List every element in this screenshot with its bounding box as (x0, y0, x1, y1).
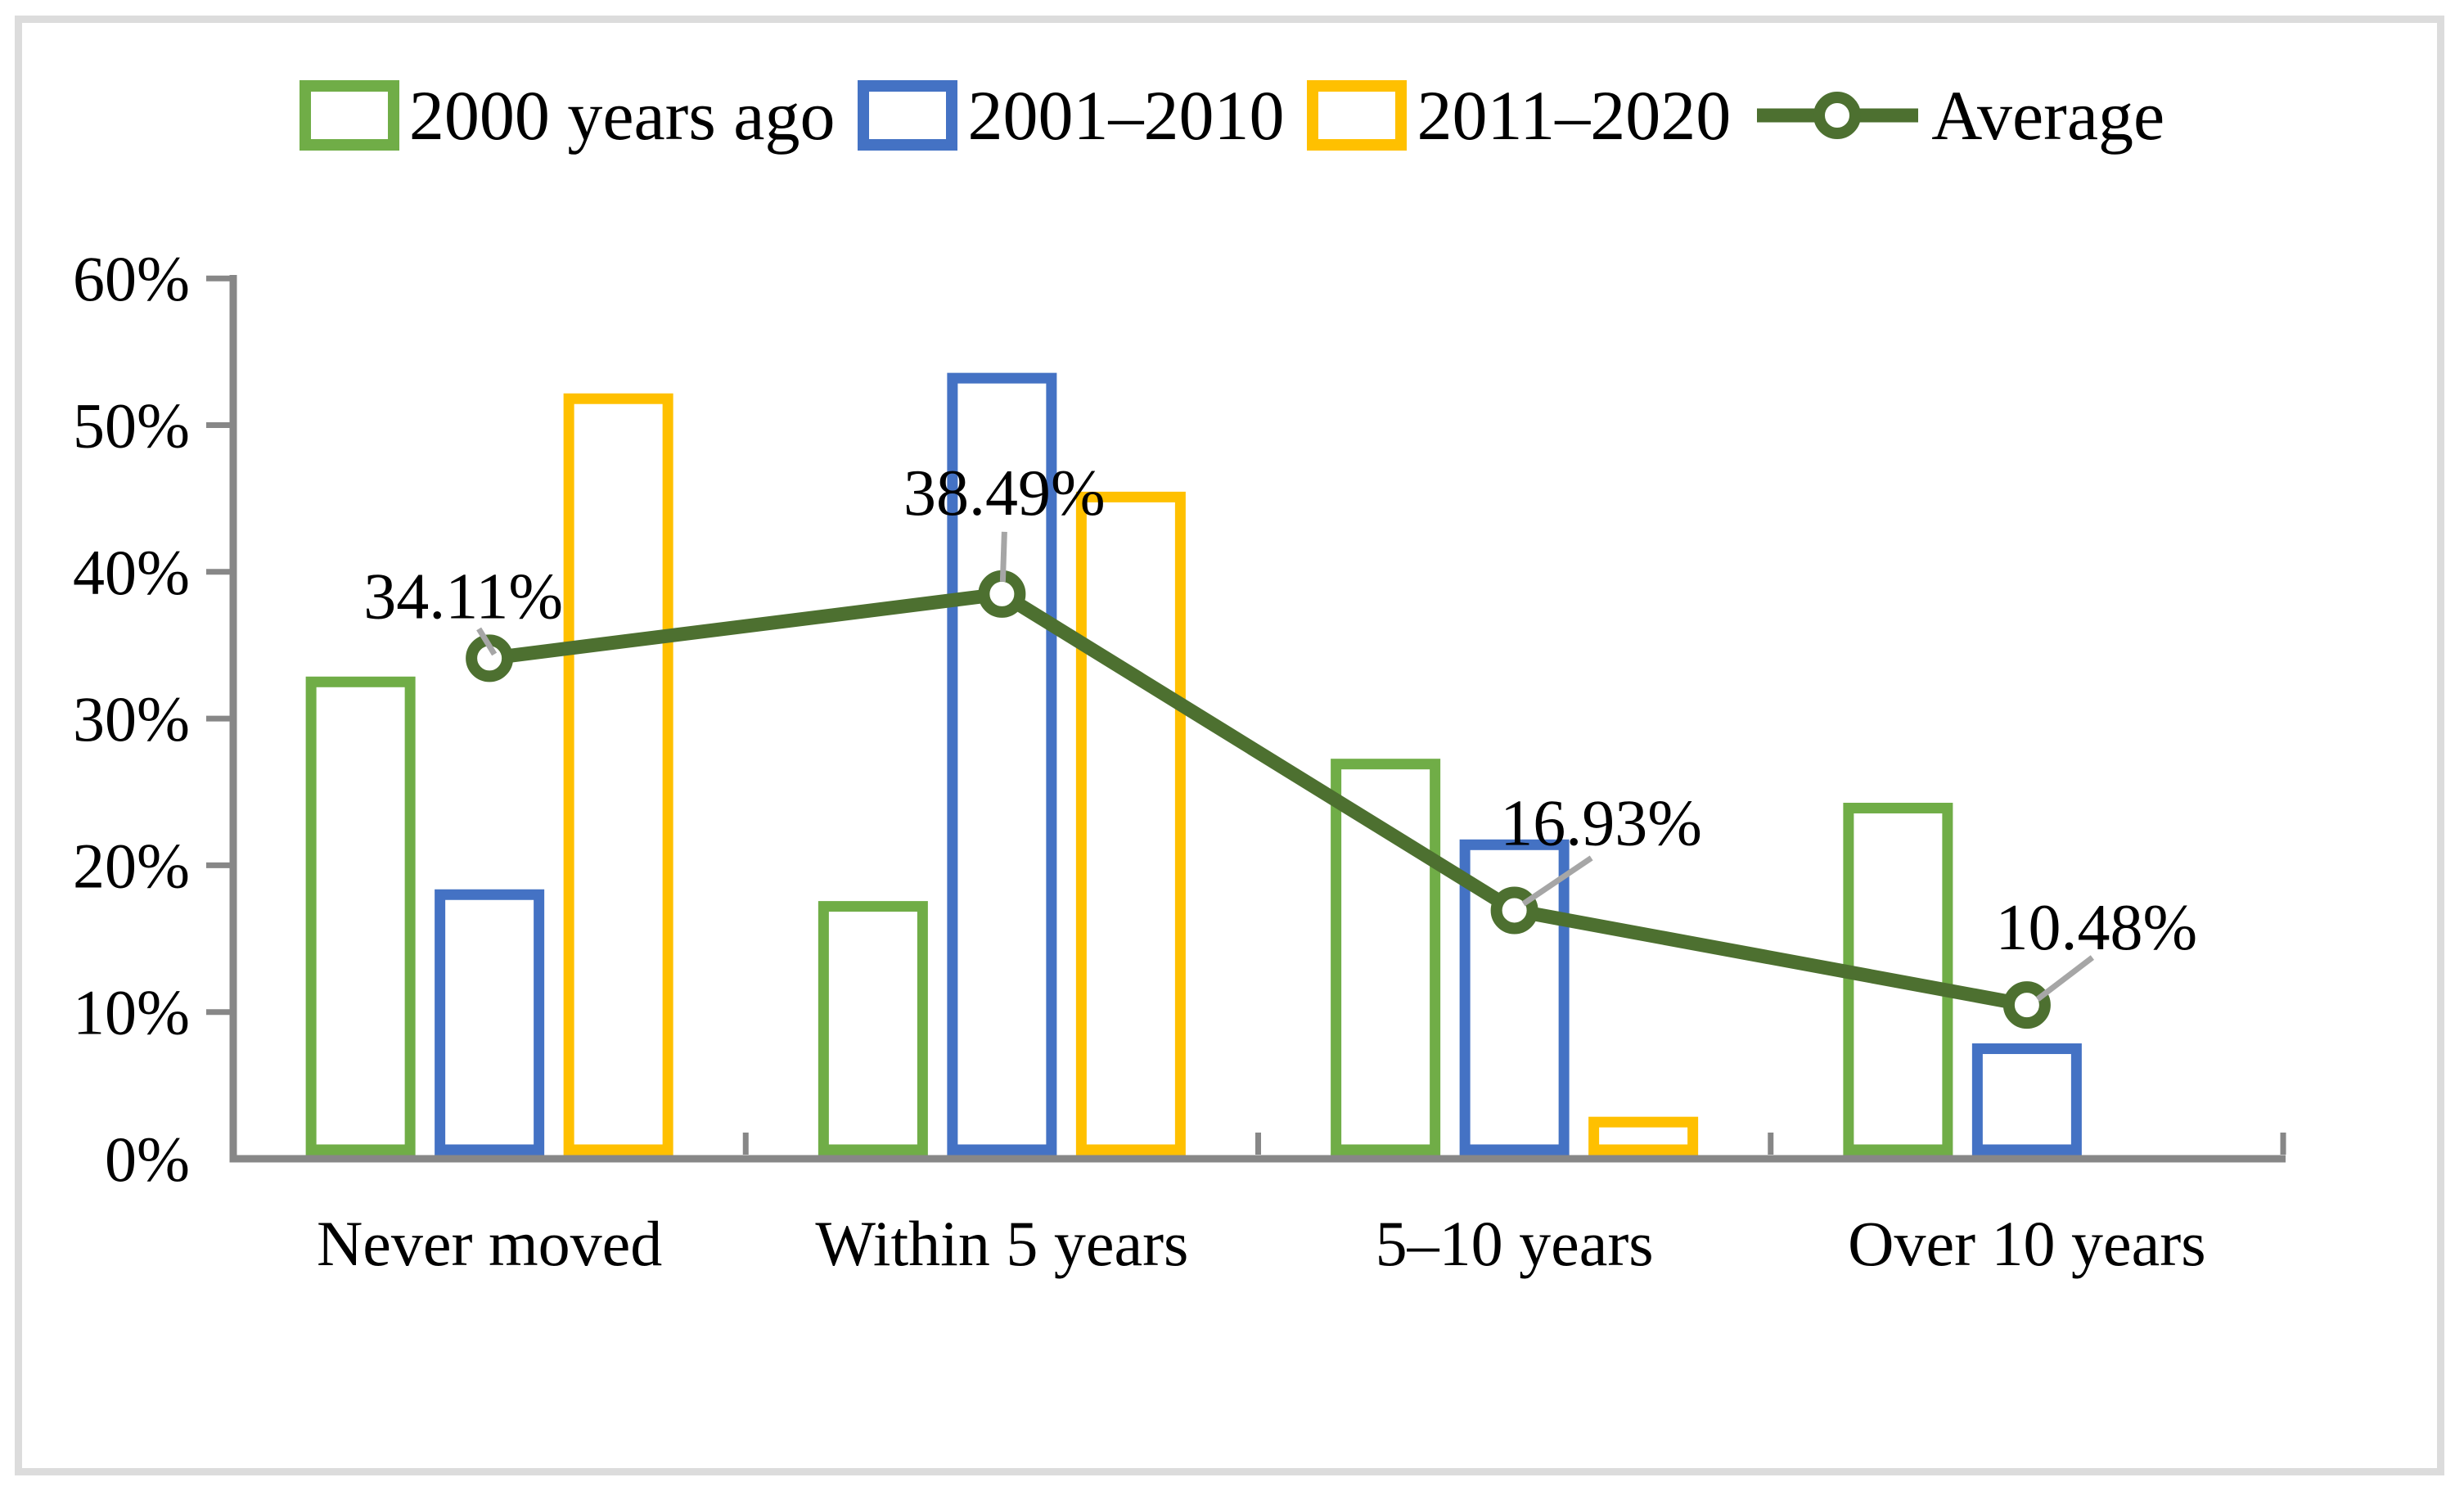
bar-swatch-icon (1307, 80, 1408, 151)
average-marker-5-10-years (1490, 886, 1538, 935)
x-axis-label: Over 10 years (1848, 1208, 2206, 1279)
bar-2000-years-ago-5-10-years (1331, 759, 1441, 1155)
average-data-label: 10.48% (1996, 892, 2198, 964)
x-axis-label: 5–10 years (1376, 1208, 1654, 1279)
bar-2011-2020-within-5-years (1075, 491, 1186, 1155)
legend-item-2011-2020: 2011–2020 (1307, 80, 1731, 151)
legend-label: 2011–2020 (1417, 76, 1732, 155)
bar-2001-2010-never-moved (435, 889, 545, 1155)
x-axis-label: Within 5 years (815, 1208, 1188, 1279)
y-axis-label: 30% (73, 683, 190, 755)
x-axis-label: Never moved (317, 1208, 662, 1279)
average-data-label: 34.11% (363, 561, 563, 633)
legend-label: Average (1931, 76, 2165, 155)
average-line-marker-icon (1757, 92, 1919, 139)
bar-2001-2010-within-5-years (947, 372, 1057, 1155)
bar-2001-2010-over-10-years (1971, 1043, 2082, 1155)
legend-label: 2001–2010 (967, 76, 1285, 155)
bar-2011-2020-5-10-years (1588, 1116, 1699, 1155)
data-label-leader-line (2035, 955, 2094, 1002)
legend-item-2001-2010: 2001–2010 (858, 80, 1284, 151)
y-axis-label: 10% (73, 977, 190, 1048)
average-line (482, 587, 2034, 1012)
bar-2011-2020-never-moved (563, 393, 673, 1155)
average-marker-over-10-years (2002, 981, 2051, 1029)
average-marker-never-moved (466, 634, 514, 682)
y-axis-label: 20% (73, 830, 190, 901)
data-label-leader-line (999, 531, 1007, 582)
bar-2000-years-ago-never-moved (305, 676, 416, 1155)
legend-item-average: Average (1754, 80, 2164, 151)
y-axis-label: 60% (73, 243, 190, 314)
bar-swatch-icon (299, 80, 399, 151)
legend-label: 2000 years ago (408, 76, 836, 155)
data-label-leader-line (476, 627, 498, 656)
data-label-leader-line (1521, 855, 1593, 907)
bar-2000-years-ago-within-5-years (818, 901, 928, 1155)
chart-legend: 2000 years ago 2001–2010 2011–2020 Avera… (0, 80, 2464, 151)
average-data-label: 38.49% (903, 457, 1106, 529)
y-axis-label: 40% (73, 537, 190, 608)
legend-item-2000-years-ago: 2000 years ago (299, 76, 836, 155)
y-axis-label: 50% (73, 390, 190, 462)
y-axis-label: 0% (105, 1124, 190, 1195)
average-data-label: 16.93% (1500, 787, 1702, 859)
bar-swatch-icon (858, 80, 958, 151)
